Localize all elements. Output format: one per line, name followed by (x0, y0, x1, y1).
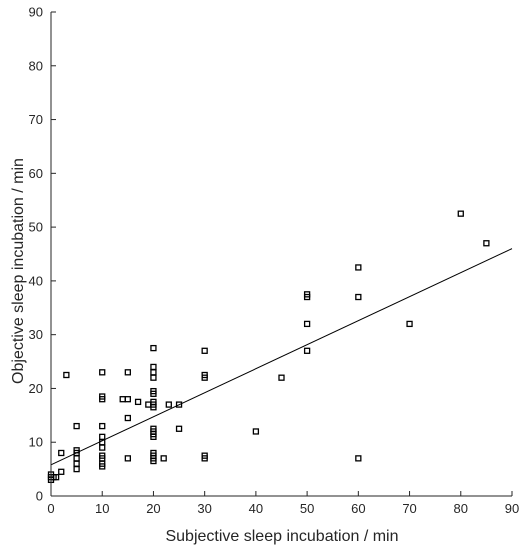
data-point (124, 455, 131, 462)
data-point (124, 369, 131, 376)
data-point (150, 387, 157, 395)
data-point (165, 401, 172, 408)
y-tick-label: 10 (29, 435, 43, 450)
x-tick-label: 60 (351, 501, 365, 516)
x-tick-label: 10 (95, 501, 109, 516)
data-point (252, 428, 260, 435)
x-axis-title: Subjective sleep incubation / min (165, 528, 398, 545)
x-tick-label: 20 (146, 501, 160, 516)
y-tick-label: 20 (29, 381, 43, 396)
y-axis-title: Objective sleep incubation / min (10, 158, 27, 384)
y-tick-label: 70 (29, 112, 43, 127)
data-point (145, 401, 152, 408)
data-point (58, 468, 65, 475)
data-point (99, 433, 106, 440)
x-tick-label: 40 (249, 501, 263, 516)
data-point (58, 449, 65, 457)
data-point (99, 452, 106, 459)
x-tick-label: 30 (197, 501, 211, 516)
data-point (99, 422, 106, 430)
data-point (201, 452, 208, 459)
y-tick-label: 80 (29, 58, 43, 73)
y-tick-label: 60 (29, 166, 43, 181)
data-point (175, 425, 183, 432)
y-tick-label: 30 (29, 327, 43, 342)
data-point (355, 455, 362, 462)
y-tick-label: 50 (29, 220, 43, 235)
data-point (201, 371, 208, 379)
ticks-layer: 0 10 20 30 40 50 60 70 80 90 0 10 20 30 40 50 60 70 80 90 (29, 5, 520, 517)
data-point (150, 398, 157, 406)
data-point (150, 369, 157, 376)
x-tick-label: 0 (47, 501, 54, 516)
data-point (150, 425, 157, 432)
data-point (457, 210, 464, 217)
data-point (278, 374, 285, 381)
data-point (73, 465, 80, 473)
data-point (150, 374, 157, 381)
data-point (99, 369, 106, 376)
x-tick-label: 50 (300, 501, 314, 516)
data-point (303, 347, 311, 354)
data-point (150, 363, 157, 371)
data-point (201, 347, 208, 354)
data-point (52, 474, 60, 481)
data-point (99, 393, 106, 400)
data-point (63, 371, 70, 379)
points-layer (47, 210, 490, 484)
x-tick-label: 70 (402, 501, 416, 516)
y-tick-label: 0 (36, 489, 43, 504)
data-point (119, 396, 126, 403)
fit-line-layer (50, 248, 513, 466)
data-point (150, 344, 157, 352)
data-point (406, 320, 413, 328)
data-point (124, 414, 131, 422)
regression-line (50, 248, 513, 466)
data-point (303, 320, 311, 328)
data-point (99, 444, 106, 451)
data-point (175, 401, 183, 408)
data-point (303, 291, 311, 298)
data-point (73, 460, 80, 467)
data-point (160, 455, 167, 462)
data-point (134, 398, 142, 406)
x-tick-label: 90 (505, 501, 519, 516)
data-point (355, 264, 362, 271)
data-point (124, 396, 131, 403)
data-point (73, 455, 80, 462)
data-point (73, 447, 80, 454)
x-tick-label: 80 (454, 501, 468, 516)
data-point (483, 240, 490, 247)
data-point (150, 449, 157, 457)
y-tick-label: 40 (29, 273, 43, 288)
y-tick-label: 90 (29, 5, 43, 20)
data-point (73, 422, 80, 430)
data-point (355, 293, 362, 301)
